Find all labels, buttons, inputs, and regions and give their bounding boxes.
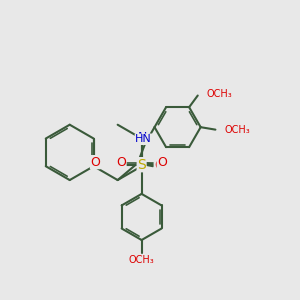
Text: O: O xyxy=(154,159,164,172)
Text: O: O xyxy=(157,157,167,169)
Text: OCH₃: OCH₃ xyxy=(225,124,251,135)
Text: HN: HN xyxy=(135,134,152,144)
Text: OCH₃: OCH₃ xyxy=(129,256,154,266)
Text: O: O xyxy=(116,157,126,169)
Text: OCH₃: OCH₃ xyxy=(206,89,232,99)
Text: O: O xyxy=(91,156,100,169)
Text: N: N xyxy=(138,131,147,144)
Text: S: S xyxy=(137,158,146,172)
